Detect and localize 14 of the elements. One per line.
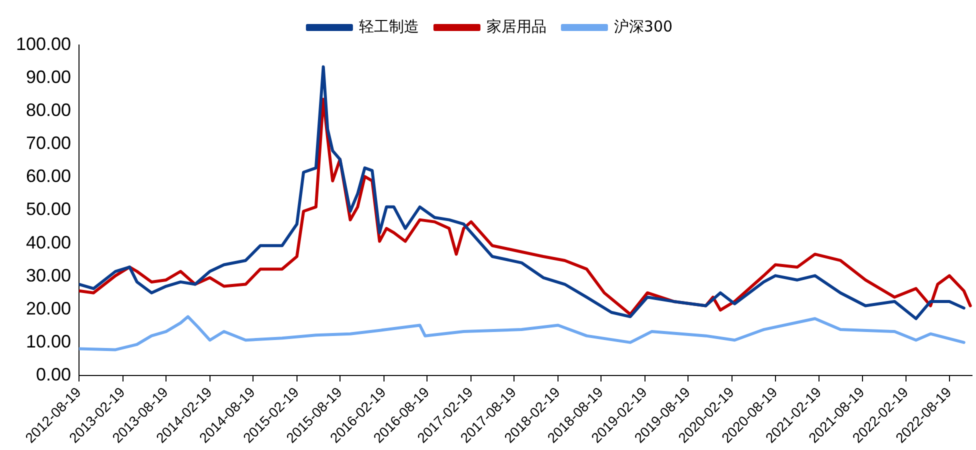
y-tick-label: 50.00 [26,199,72,220]
y-tick-label: 70.00 [26,133,72,154]
y-tick-label: 40.00 [26,232,72,252]
y-tick-label: 0.00 [36,364,72,384]
y-tick-label: 80.00 [26,100,72,120]
legend-label: 沪深300 [614,17,673,36]
y-tick-label: 10.00 [26,331,72,352]
legend-label: 轻工制造 [358,17,419,36]
legend-label: 家居用品 [486,17,546,36]
y-tick-label: 100.00 [16,34,72,54]
y-tick-label: 20.00 [26,298,72,318]
y-tick-label: 90.00 [26,67,72,88]
y-tick-label: 60.00 [26,166,72,186]
y-tick-label: 30.00 [26,265,72,286]
